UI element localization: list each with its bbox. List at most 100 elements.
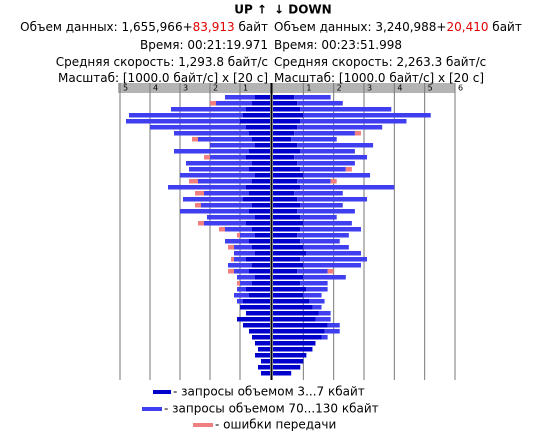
bar-segment [273,155,295,160]
bar-segment [273,179,298,184]
bar-segment [297,125,383,130]
bar-segment [237,287,246,292]
stat-line: Масштаб: [1000.0 байт/с] x [20 с] [274,71,484,85]
bar-segment [294,191,343,196]
bar-segment [273,203,301,208]
bar-segment [234,245,252,250]
bar-segment [228,263,252,268]
bar-segment [255,143,270,148]
bar-segment [186,161,252,166]
x-tick-label: 5 [123,84,128,93]
x-tick-label: 5 [428,84,433,93]
bar-segment [234,269,249,274]
bar-segment [171,107,246,112]
bar-segment [273,269,298,274]
bar-segment [273,341,316,346]
bar-segment [189,179,198,184]
bar-segment [189,167,249,172]
legend-label: - ошибки передачи [215,418,336,432]
bar-segment [249,239,270,244]
bar-segment [243,113,270,118]
stat-line: Время: 00:21:19.971 [140,38,268,52]
bar-segment [273,257,301,262]
bar-segment [291,137,337,142]
bar-segment [237,299,243,304]
stat-line: Объем данных: 3,240,988+20,410 байт [274,20,522,34]
stat-part: Время: 00:21:19.971 [140,38,268,52]
bar-segment [273,215,301,220]
bar-segment [240,233,255,238]
bar-segment [204,155,210,160]
bar-segment [273,161,298,166]
bar-segment [249,209,270,214]
bar-segment [126,119,240,124]
legend-swatch [153,390,171,394]
bar-segment [273,311,319,316]
bar-segment [300,203,343,208]
bar-segment [183,197,243,202]
x-tick-label: 3 [183,84,188,93]
bar-segment [273,221,304,226]
bar-segment [300,281,328,286]
bar-segment [234,257,246,262]
bar-segment [300,167,346,172]
bar-segment [252,179,270,184]
bar-segment [240,281,252,286]
stat-part: 20,410 [446,20,488,34]
bar-segment [324,329,340,334]
bar-segment [297,179,331,184]
axis-strip [118,83,455,93]
bar-segment [225,239,249,244]
bar-segment [252,335,270,340]
bar-segment [273,227,301,232]
bar-segment [237,233,240,238]
stat-part: Средняя скорость: 2,263.3 байт/с [274,55,486,69]
bar-segment [192,137,198,142]
bar-segment [180,173,255,178]
bar-segment [300,119,407,124]
bar-segment [273,365,301,370]
bar-segment [255,95,270,100]
bar-segment [252,101,270,106]
bar-segment [252,203,270,208]
bar-segment [294,95,331,100]
bar-segment [234,293,249,298]
bar-segment [297,161,355,166]
bar-segment [273,299,310,304]
bar-segment [243,299,270,304]
bar-segment [354,131,361,136]
bar-segment [273,275,304,280]
bar-segment [303,113,431,118]
bar-segment [273,209,298,214]
bar-segment [252,245,270,250]
bar-segment [273,107,301,112]
bar-segment [228,269,234,274]
bar-segment [210,155,246,160]
bar-segment [321,335,328,340]
bar-segment [255,251,270,256]
bar-segment [198,179,252,184]
bar-segment [300,257,368,262]
bar-segment [258,365,270,370]
bar-segment [174,131,249,136]
bar-segment [273,281,301,286]
x-tick-label: 4 [397,84,402,93]
bar-segment [273,185,301,190]
x-tick-label: 2 [213,84,218,93]
bar-segment [207,215,255,220]
bar-segment [300,107,392,112]
bar-segment [297,233,349,238]
stat-part: Время: 00:23:51.998 [274,38,402,52]
x-tick-label: 6 [458,84,463,93]
bar-segment [234,251,255,256]
stat-line: Время: 00:23:51.998 [274,38,402,52]
bar-segment [303,293,322,298]
bar-segment [240,305,270,310]
bar-segment [168,185,246,190]
x-tick-label: 4 [153,84,158,93]
bar-segment [273,317,316,322]
bar-segment [273,263,304,268]
bar-segment [303,173,371,178]
bar-segment [249,149,270,154]
